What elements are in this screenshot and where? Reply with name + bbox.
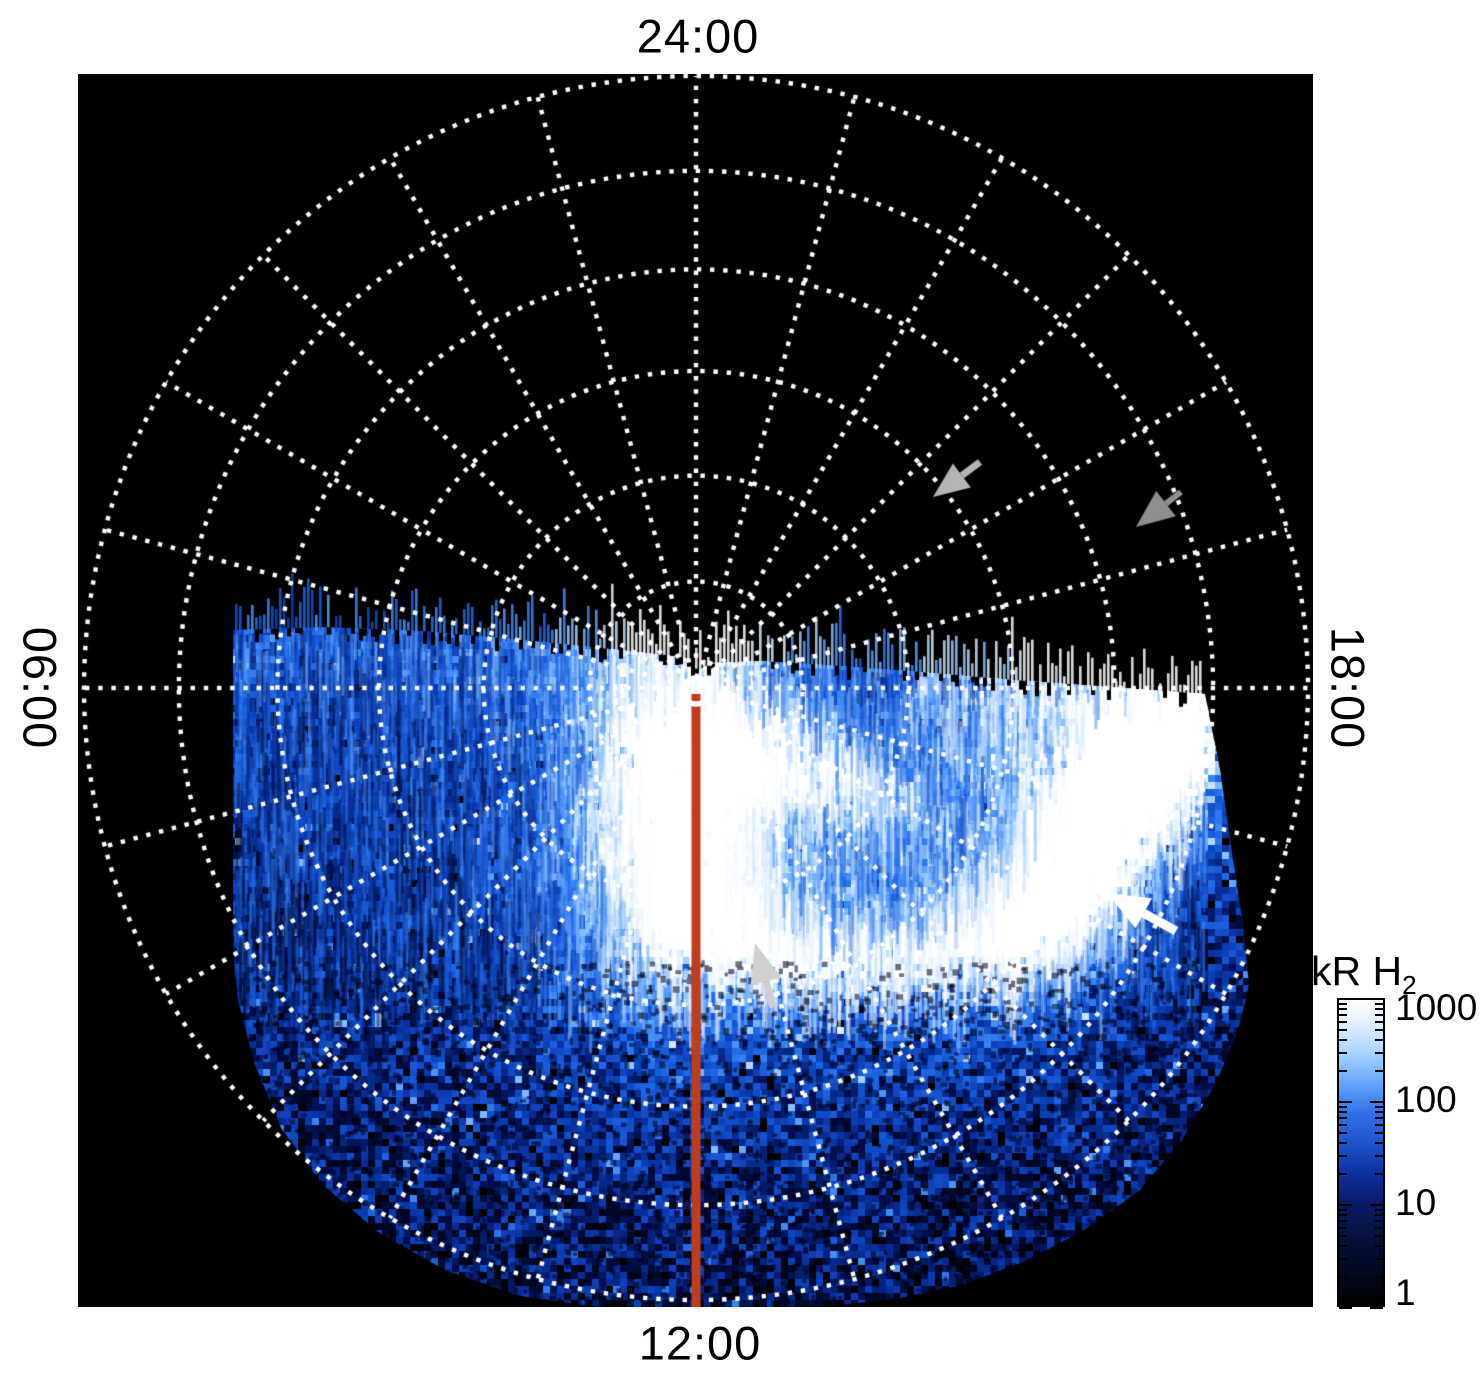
time-label-2400: 24:00 bbox=[636, 9, 760, 63]
colorbar-tick bbox=[1370, 1307, 1383, 1309]
colorbar-tick bbox=[1375, 1052, 1383, 1054]
colorbar-tick bbox=[1339, 1021, 1347, 1023]
colorbar-tick-label: 100 bbox=[1395, 1079, 1457, 1121]
colorbar-tick bbox=[1339, 1003, 1347, 1005]
colorbar-tick bbox=[1339, 1235, 1347, 1237]
colorbar-gradient bbox=[1337, 998, 1385, 1307]
colorbar-tick bbox=[1375, 1276, 1383, 1278]
colorbar-tick bbox=[1339, 1111, 1347, 1113]
colorbar-tick bbox=[1375, 1106, 1383, 1108]
colorbar-tick bbox=[1339, 1029, 1347, 1031]
colorbar-tick bbox=[1339, 1014, 1347, 1016]
colorbar-tick bbox=[1339, 1155, 1347, 1157]
colorbar-title: kR H2 bbox=[1311, 948, 1417, 1001]
colorbar-tick bbox=[1375, 1111, 1383, 1113]
colorbar-tick bbox=[1375, 1173, 1383, 1175]
colorbar-tick bbox=[1375, 1124, 1383, 1126]
colorbar-tick bbox=[1375, 1155, 1383, 1157]
aurora-polar-plot-canvas bbox=[78, 74, 1313, 1307]
colorbar-tick bbox=[1375, 1132, 1383, 1134]
colorbar-tick bbox=[1375, 1117, 1383, 1119]
colorbar-tick bbox=[1375, 1209, 1383, 1211]
colorbar-tick bbox=[1375, 1220, 1383, 1222]
colorbar-tick bbox=[1339, 1220, 1347, 1222]
colorbar-tick-label: 1000 bbox=[1395, 987, 1478, 1029]
colorbar-tick bbox=[1375, 1003, 1383, 1005]
colorbar-tick bbox=[1375, 1214, 1383, 1216]
colorbar-tick bbox=[1339, 1173, 1347, 1175]
colorbar-tick bbox=[1375, 1039, 1383, 1041]
colorbar-title-subscript: 2 bbox=[1402, 970, 1417, 1001]
colorbar-tick bbox=[1339, 1245, 1347, 1247]
colorbar-tick-label: 1 bbox=[1395, 1272, 1416, 1314]
colorbar-tick bbox=[1339, 1132, 1347, 1134]
colorbar-tick bbox=[1375, 1258, 1383, 1260]
colorbar-tick bbox=[1339, 1052, 1347, 1054]
colorbar-tick bbox=[1375, 1235, 1383, 1237]
colorbar-tick bbox=[1375, 1008, 1383, 1010]
time-label-1800: 18:00 bbox=[1321, 626, 1375, 750]
colorbar-tick bbox=[1375, 1142, 1383, 1144]
colorbar-tick bbox=[1375, 1014, 1383, 1016]
colorbar-tick bbox=[1339, 1124, 1347, 1126]
colorbar-title-text: kR H bbox=[1311, 948, 1403, 994]
colorbar-tick bbox=[1339, 1106, 1347, 1108]
colorbar-tick bbox=[1375, 1070, 1383, 1072]
colorbar-tick bbox=[1339, 998, 1352, 1000]
colorbar-tick bbox=[1339, 1258, 1347, 1260]
colorbar-tick bbox=[1339, 1008, 1347, 1010]
colorbar-tick bbox=[1375, 1029, 1383, 1031]
colorbar-tick bbox=[1339, 1070, 1347, 1072]
colorbar-tick bbox=[1370, 998, 1383, 1000]
colorbar-tick bbox=[1339, 1101, 1352, 1103]
colorbar-tick bbox=[1375, 1021, 1383, 1023]
colorbar-tick bbox=[1375, 1227, 1383, 1229]
colorbar-tick bbox=[1339, 1039, 1347, 1041]
time-label-1200: 12:00 bbox=[638, 1316, 762, 1370]
colorbar-tick bbox=[1339, 1209, 1347, 1211]
colorbar-tick bbox=[1370, 1101, 1383, 1103]
colorbar-tick bbox=[1370, 1204, 1383, 1206]
colorbar-tick bbox=[1339, 1227, 1347, 1229]
colorbar-tick bbox=[1339, 1204, 1352, 1206]
colorbar-tick-label: 10 bbox=[1395, 1182, 1437, 1224]
colorbar-tick bbox=[1375, 1245, 1383, 1247]
colorbar-tick bbox=[1339, 1117, 1347, 1119]
colorbar-tick bbox=[1339, 1276, 1347, 1278]
colorbar-tick bbox=[1339, 1214, 1347, 1216]
time-label-0600: 06:00 bbox=[13, 626, 67, 750]
colorbar-tick bbox=[1339, 1307, 1352, 1309]
colorbar-tick bbox=[1339, 1142, 1347, 1144]
